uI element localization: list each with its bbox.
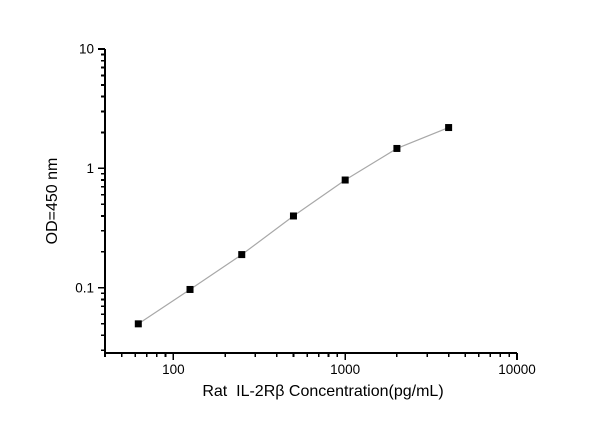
data-point-marker [238, 251, 246, 259]
data-point-marker [186, 285, 194, 293]
x-tick-label: 1000 [330, 362, 360, 377]
x-tick-label: 10000 [498, 362, 536, 377]
series-line [137, 126, 449, 325]
x-tick-label: 100 [162, 362, 185, 377]
x-axis-title: Rat IL-2Rβ Concentration(pg/mL) [202, 383, 443, 400]
data-point-marker [393, 144, 401, 152]
data-point-marker [445, 124, 453, 132]
data-point-marker [289, 212, 297, 220]
y-tick-label: 0.1 [75, 280, 94, 295]
y-tick-label: 10 [79, 42, 94, 57]
y-axis-title: OD=450 nm [44, 158, 61, 245]
data-point-marker [134, 320, 142, 328]
y-tick-label: 1 [86, 161, 94, 176]
plot-area: 100 1000 10000 0.1 1 10 [75, 42, 536, 378]
data-point-marker [341, 176, 349, 184]
